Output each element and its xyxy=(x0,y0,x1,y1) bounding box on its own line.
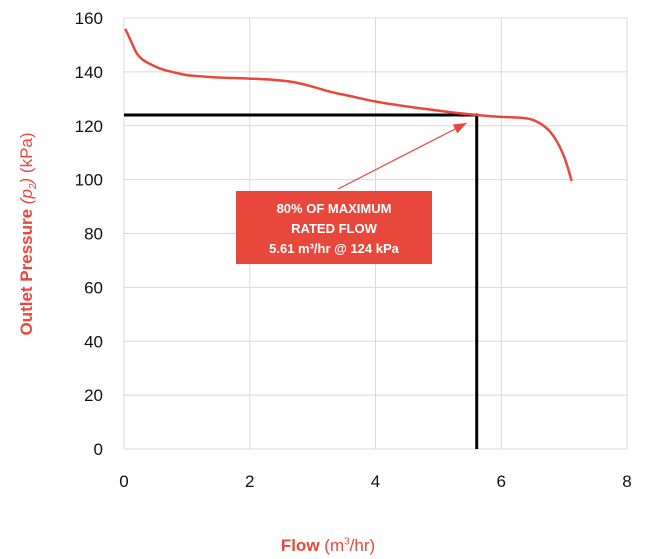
x-tick-label: 8 xyxy=(622,472,631,491)
y-tick-label: 120 xyxy=(75,117,103,136)
y-axis-symbol: (p2) xyxy=(16,177,40,205)
x-axis-unit: (m3/hr) xyxy=(324,536,376,555)
x-tick-label: 0 xyxy=(119,472,128,491)
y-tick-label: 80 xyxy=(84,225,103,244)
y-axis-label-main: Outlet Pressure xyxy=(16,208,36,336)
y-tick-label: 0 xyxy=(94,440,103,459)
annotation-arrowhead xyxy=(452,123,467,134)
y-tick-label: 40 xyxy=(84,332,103,351)
y-axis-ticks: 0 20 40 60 80 100 120 140 160 xyxy=(75,9,103,459)
series-line xyxy=(124,28,573,182)
y-tick-label: 140 xyxy=(75,63,103,82)
x-tick-label: 4 xyxy=(371,472,380,491)
x-axis-label: Flow (m3/hr) xyxy=(0,536,656,556)
x-tick-label: 6 xyxy=(497,472,506,491)
y-tick-label: 60 xyxy=(84,278,103,297)
reference-lines xyxy=(124,113,479,449)
x-axis-ticks: 0 2 4 6 8 xyxy=(119,472,631,491)
annotation-text-line: 5.61 m³/hr @ 124 kPa xyxy=(269,241,400,256)
annotation-box xyxy=(236,191,432,264)
annotation-pointer xyxy=(337,122,467,190)
x-axis-label-main: Flow xyxy=(280,536,320,555)
y-axis-unit: (kPa) xyxy=(16,132,36,174)
series-group xyxy=(124,28,573,182)
annotation-text-line: 80% OF MAXIMUM xyxy=(277,201,392,216)
annotation-text-line: RATED FLOW xyxy=(291,221,377,236)
y-tick-label: 160 xyxy=(75,9,103,28)
y-axis-label: Outlet Pressure (p2) (kPa) xyxy=(17,132,39,335)
y-tick-label: 20 xyxy=(84,386,103,405)
y-tick-label: 100 xyxy=(75,171,103,190)
annotation: 80% OF MAXIMUM RATED FLOW 5.61 m³/hr @ 124… xyxy=(236,122,467,264)
x-tick-label: 2 xyxy=(245,472,254,491)
